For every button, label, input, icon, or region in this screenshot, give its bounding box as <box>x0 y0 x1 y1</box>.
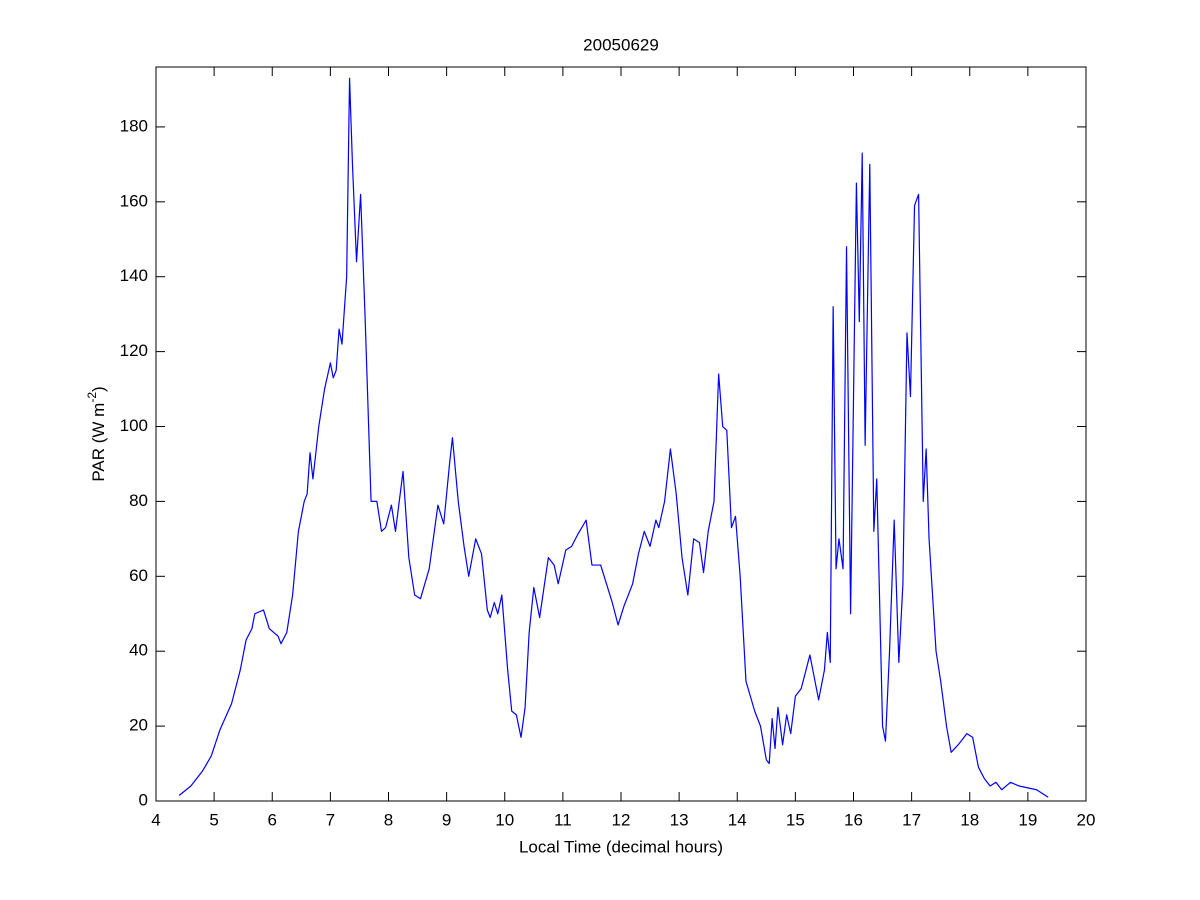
x-tick-label: 19 <box>1018 810 1037 829</box>
y-label-sup: -2 <box>85 392 99 403</box>
x-tick-label: 17 <box>902 810 921 829</box>
y-tick-label: 60 <box>129 566 148 585</box>
x-tick-label: 7 <box>326 810 335 829</box>
y-tick-label: 180 <box>120 116 148 135</box>
x-tick-label: 18 <box>960 810 979 829</box>
x-tick-label: 11 <box>554 810 572 829</box>
x-tick-label: 6 <box>268 810 277 829</box>
x-tick-label: 8 <box>384 810 393 829</box>
x-tick-label: 4 <box>151 810 160 829</box>
y-tick-label: 20 <box>129 716 148 735</box>
x-tick-label: 16 <box>844 810 863 829</box>
x-tick-label: 5 <box>209 810 218 829</box>
x-tick-label: 12 <box>612 810 631 829</box>
y-tick-label: 0 <box>139 790 148 809</box>
plot-area <box>155 66 1087 802</box>
x-tick-label: 10 <box>495 810 514 829</box>
x-tick-label: 14 <box>728 810 747 829</box>
y-tick-label: 120 <box>120 341 148 360</box>
x-tick-label: 9 <box>442 810 451 829</box>
x-tick-label: 13 <box>670 810 689 829</box>
y-tick-label: 140 <box>120 266 148 285</box>
y-tick-label: 80 <box>129 491 148 510</box>
y-label-main: PAR (W m <box>89 403 108 482</box>
data-line <box>178 77 1049 798</box>
y-label-end: ) <box>89 386 108 392</box>
chart-title: 20050629 <box>583 35 659 54</box>
x-axis-label: Local Time (decimal hours) <box>519 837 723 856</box>
y-tick-label: 40 <box>129 641 148 660</box>
y-tick-label: 100 <box>120 416 148 435</box>
x-tick-label: 20 <box>1077 810 1096 829</box>
y-axis-label: PAR (W m-2) <box>85 386 108 481</box>
x-tick-label: 15 <box>786 810 805 829</box>
y-tick-label: 160 <box>120 191 148 210</box>
